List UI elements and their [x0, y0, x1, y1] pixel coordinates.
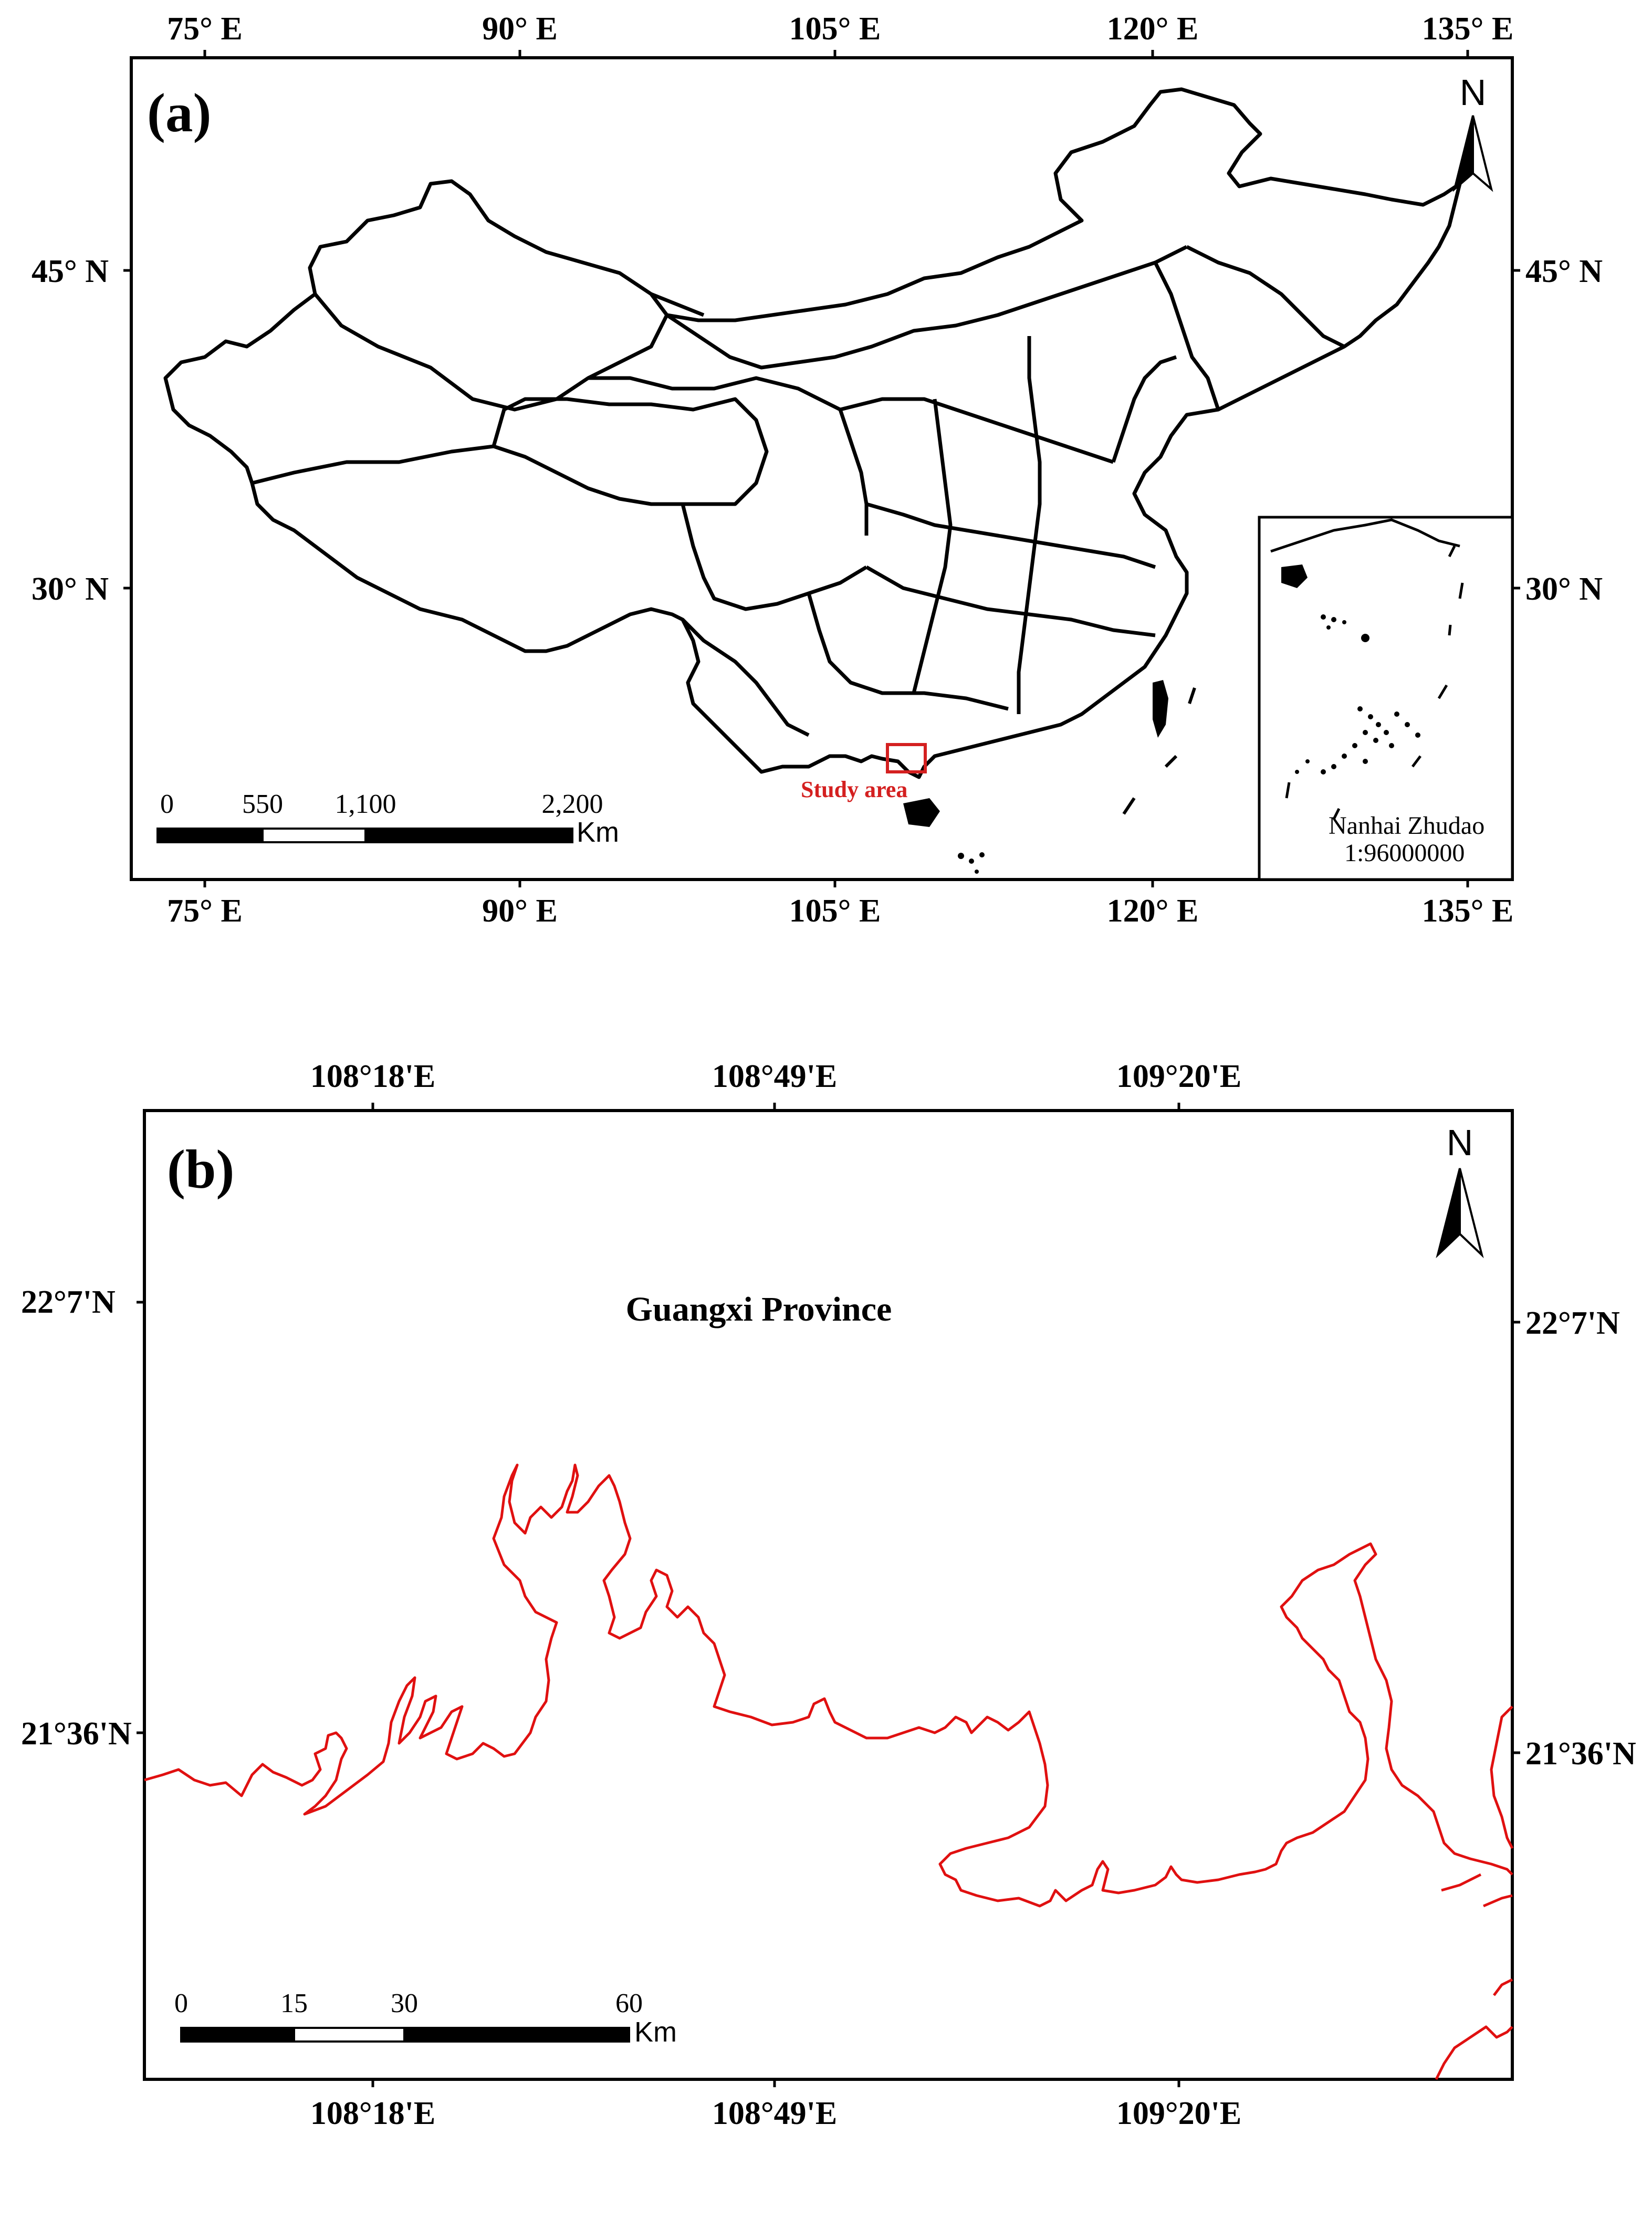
inset-dashes — [1285, 545, 1464, 820]
panel-b-right-tick-1: 22°7'N — [1525, 1305, 1620, 1341]
inset-scale: 1:96000000 — [1344, 839, 1465, 867]
panel-a-right-tick-1: 45° N — [1525, 254, 1603, 289]
province-border-xinjiang — [313, 292, 669, 412]
panel-a-bottom-tick-4: 120° E — [1107, 893, 1199, 929]
inset-island-dots — [1295, 614, 1420, 774]
inset-hainan-shape — [1281, 564, 1308, 588]
study-area-box — [886, 743, 927, 773]
south-sea-dots — [958, 852, 985, 874]
panel-b: 108°18'E 108°49'E 109°20'E 108°18'E 108°… — [21, 1059, 1636, 2131]
panel-b-top-tick-2: 108°49'E — [712, 1059, 837, 1094]
panel-b-scale-label-4: 60 — [615, 1988, 643, 2018]
panel-b-label: (b) — [167, 1138, 234, 1200]
province-border-central-5 — [865, 565, 1156, 637]
panel-b-left-tick-2: 21°36'N — [21, 1716, 132, 1752]
panel-b-scale-bar — [180, 2027, 630, 2043]
panel-a-top-tick-1: 75° E — [167, 11, 243, 47]
panel-a-scale-label-4: 2,200 — [542, 789, 603, 819]
guangxi-coastline — [144, 1463, 1514, 2080]
panel-b-north-arrow — [1436, 1168, 1484, 1259]
panel-b-bottom-tick-3: 109°20'E — [1116, 2096, 1241, 2131]
province-border-northeast — [1186, 245, 1345, 349]
panel-a-north-label: N — [1460, 72, 1487, 113]
panel-a-top-tick-2: 90° E — [482, 11, 558, 47]
panel-a-bottom-tick-2: 90° E — [482, 893, 558, 929]
panel-a-top-tick-5: 135° E — [1422, 11, 1514, 47]
panel-a: 75° E 90° E 105° E 120° E 135° E 75° E 9… — [32, 11, 1603, 929]
province-border-central-2 — [866, 502, 1156, 569]
panel-a-scale-unit: Km — [577, 817, 619, 848]
panel-b-top-tick-1: 108°18'E — [310, 1059, 435, 1094]
panel-a-scale-bar — [156, 828, 573, 843]
province-border-yunnan — [681, 618, 810, 737]
inset-title: Nanhai Zhudao — [1329, 812, 1484, 840]
panel-b-tick-marks — [137, 1103, 1520, 2087]
nanhai-inset: Nanhai Zhudao 1:96000000 — [1258, 516, 1514, 881]
panel-a-scale-label-3: 1,100 — [335, 789, 396, 819]
panel-b-frame — [143, 1109, 1514, 2081]
province-border-qinghai — [492, 397, 769, 506]
panel-a-label: (a) — [147, 82, 211, 143]
panel-a-north-arrow — [1452, 115, 1493, 192]
study-area-label: Study area — [801, 777, 907, 802]
panel-b-bottom-tick-2: 108°49'E — [712, 2096, 837, 2131]
panel-a-bottom-tick-3: 105° E — [789, 893, 881, 929]
panel-b-north-label: N — [1447, 1122, 1473, 1163]
province-border-sichuan — [681, 504, 867, 611]
panel-a-bottom-tick-5: 135° E — [1422, 893, 1514, 929]
south-sea-dashes — [1122, 687, 1196, 815]
taiwan-island-shape — [1153, 680, 1168, 738]
panel-a-left-tick-2: 30° N — [32, 571, 109, 607]
panel-b-left-tick-1: 22°7'N — [21, 1284, 116, 1320]
province-border-central-6 — [807, 593, 1009, 711]
panel-b-scale-label-3: 30 — [391, 1988, 418, 2018]
inset-coastline — [1270, 518, 1460, 553]
china-outline — [163, 87, 1462, 779]
province-border-tibet — [252, 444, 683, 506]
islands — [903, 680, 1168, 827]
panel-b-right-tick-2: 21°36'N — [1525, 1736, 1636, 1772]
panel-a-bottom-tick-1: 75° E — [167, 893, 243, 929]
panel-a-scale-label-2: 550 — [242, 789, 283, 819]
province-border-northeast-2 — [1153, 261, 1220, 411]
province-border-central-1 — [840, 397, 1114, 464]
panel-a-right-tick-2: 30° N — [1525, 571, 1603, 607]
province-border-central-3 — [912, 399, 953, 694]
panel-b-bottom-tick-1: 108°18'E — [310, 2096, 435, 2131]
region-label: Guangxi Province — [626, 1290, 892, 1328]
province-border-east — [1111, 355, 1177, 463]
province-border-central-4 — [1017, 336, 1042, 714]
province-border-gansu — [588, 376, 869, 536]
panel-a-left-tick-1: 45° N — [32, 254, 109, 289]
panel-a-scale-label-1: 0 — [160, 789, 174, 819]
panel-a-top-tick-3: 105° E — [789, 11, 881, 47]
panel-b-top-tick-3: 109°20'E — [1116, 1059, 1241, 1094]
panel-b-scale-label-1: 0 — [174, 1988, 188, 2018]
panel-a-top-tick-4: 120° E — [1107, 11, 1199, 47]
panel-b-scale-label-2: 15 — [280, 1988, 308, 2018]
panel-b-scale-unit: Km — [634, 2016, 677, 2048]
hainan-island-shape — [903, 798, 940, 827]
province-border-inner-mongolia — [650, 245, 1188, 370]
